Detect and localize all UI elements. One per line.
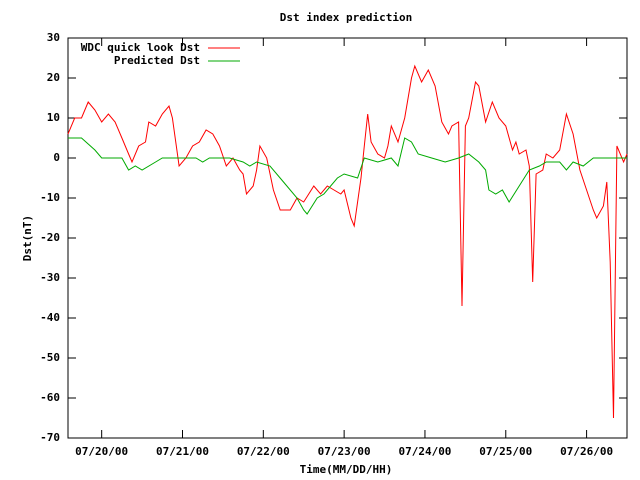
chart-title: Dst index prediction	[280, 11, 412, 24]
x-tick-label: 07/23/00	[318, 445, 371, 458]
y-tick-label: 20	[47, 71, 60, 84]
y-tick-label: 0	[53, 151, 60, 164]
y-tick-label: -10	[40, 191, 60, 204]
data-line	[68, 137, 627, 215]
y-tick-label: -30	[40, 271, 60, 284]
y-tick-label: -50	[40, 351, 60, 364]
y-tick-label: -20	[40, 231, 60, 244]
x-tick-label: 07/21/00	[156, 445, 209, 458]
y-tick-label: 10	[47, 111, 60, 124]
x-tick-label: 07/26/00	[560, 445, 613, 458]
x-tick-label: 07/20/00	[75, 445, 128, 458]
y-axis-label: Dst(nT)	[21, 215, 34, 261]
legend-label: WDC quick look Dst	[81, 41, 200, 54]
y-tick-label: -70	[40, 431, 60, 444]
x-tick-label: 07/25/00	[479, 445, 532, 458]
legend-label: Predicted Dst	[114, 54, 200, 67]
y-tick-label: 30	[47, 31, 60, 44]
data-line	[67, 64, 628, 419]
x-tick-label: 07/22/00	[237, 445, 290, 458]
x-axis-label: Time(MM/DD/HH)	[300, 463, 393, 476]
x-tick-label: 07/24/00	[398, 445, 451, 458]
y-tick-label: -40	[40, 311, 60, 324]
y-tick-label: -60	[40, 391, 60, 404]
